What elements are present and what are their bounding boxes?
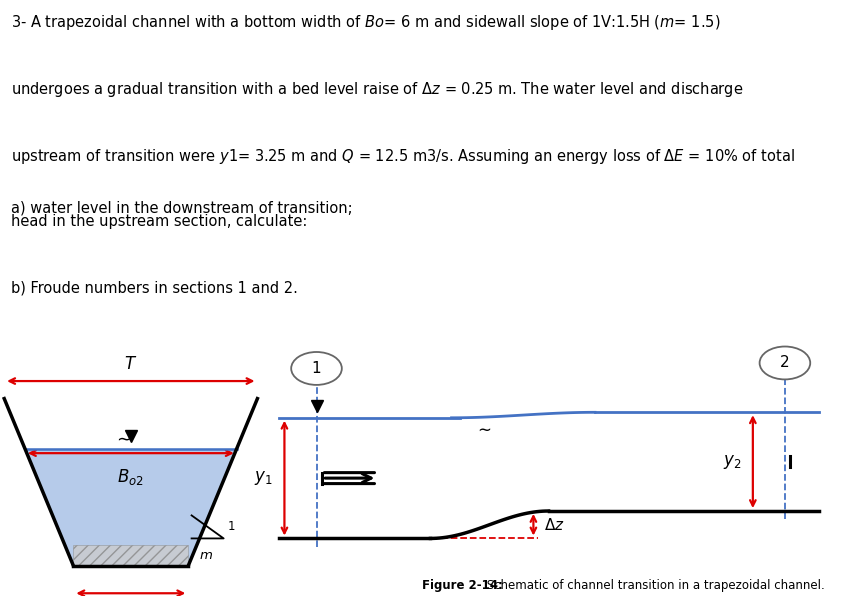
Text: $\sim$: $\sim$ bbox=[113, 429, 132, 447]
Text: head in the upstream section, calculate:: head in the upstream section, calculate: bbox=[11, 213, 307, 229]
Text: 3- A trapezoidal channel with a bottom width of $\it{Bo}$= 6 m and sidewall slop: 3- A trapezoidal channel with a bottom w… bbox=[11, 13, 721, 32]
Text: 2: 2 bbox=[780, 355, 790, 371]
Text: $T$: $T$ bbox=[124, 355, 138, 373]
Polygon shape bbox=[73, 545, 188, 566]
Circle shape bbox=[760, 346, 810, 380]
Text: Schematic of channel transition in a trapezoidal channel.: Schematic of channel transition in a tra… bbox=[483, 579, 825, 592]
Text: 1: 1 bbox=[311, 361, 322, 376]
Polygon shape bbox=[25, 449, 236, 566]
Circle shape bbox=[291, 352, 342, 385]
Text: upstream of transition were $\it{y1}$= 3.25 m and $\it{Q}$ = 12.5 m3/s. Assuming: upstream of transition were $\it{y1}$= 3… bbox=[11, 147, 795, 166]
Text: Figure 2-14:: Figure 2-14: bbox=[422, 579, 503, 592]
Text: undergoes a gradual transition with a bed level raise of $\Delta z$ = 0.25 m. Th: undergoes a gradual transition with a be… bbox=[11, 80, 744, 99]
Text: a) water level in the downstream of transition;: a) water level in the downstream of tran… bbox=[11, 200, 353, 215]
Text: $y_1$: $y_1$ bbox=[254, 469, 273, 487]
Text: $B_{o2}$: $B_{o2}$ bbox=[117, 467, 144, 487]
Text: 1: 1 bbox=[228, 520, 235, 533]
Text: $m$: $m$ bbox=[199, 550, 213, 563]
Text: $y_2$: $y_2$ bbox=[722, 452, 741, 471]
Text: $\Delta z$: $\Delta z$ bbox=[544, 517, 565, 533]
Text: $\sim$: $\sim$ bbox=[474, 420, 491, 438]
Text: b) Froude numbers in sections 1 and 2.: b) Froude numbers in sections 1 and 2. bbox=[11, 280, 298, 296]
